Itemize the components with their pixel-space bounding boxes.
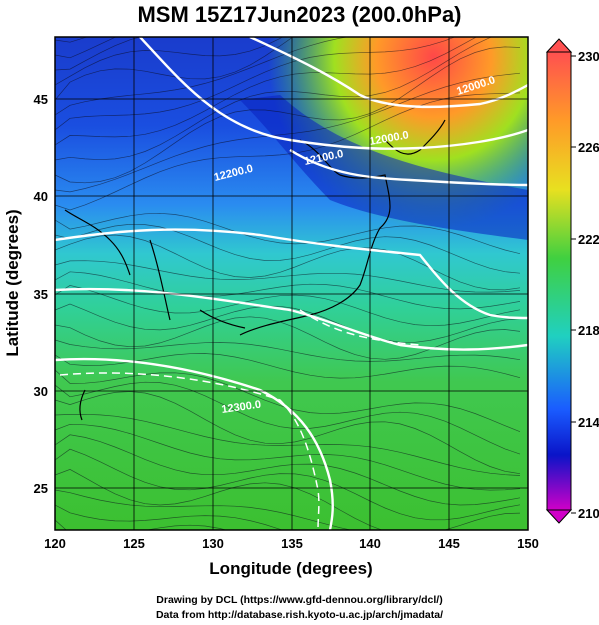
colorbar-tick-label: 230 <box>578 49 599 64</box>
wind-streamlines <box>55 37 521 530</box>
footer-credit-line: Drawing by DCL (https://www.gfd-dennou.o… <box>156 594 443 606</box>
plot-frame <box>54 36 529 531</box>
x-tick-label: 145 <box>438 536 460 551</box>
footer-source-line: Data from http://database.rish.kyoto-u.a… <box>155 609 444 621</box>
y-axis-title: Latitude (degrees) <box>3 209 22 356</box>
x-tick-label: 130 <box>202 536 224 551</box>
y-tick-label: 25 <box>34 481 48 496</box>
streamline <box>55 37 284 86</box>
x-tick-label: 150 <box>517 536 539 551</box>
streamline <box>55 316 521 360</box>
y-tick-labels: 25 30 35 40 45 <box>34 92 48 496</box>
streamline <box>55 37 478 146</box>
x-tick-label: 120 <box>44 536 66 551</box>
colorbar-tick-label: 210 <box>578 506 599 521</box>
map-plot-area: 12200.0 12100.0 12000.0 12000.0 12300.0 <box>55 37 528 530</box>
streamline <box>55 212 521 255</box>
streamline <box>55 339 521 362</box>
streamline <box>55 37 493 161</box>
streamline <box>55 37 294 101</box>
height-contours <box>55 37 528 530</box>
y-tick-label: 45 <box>34 92 48 107</box>
x-tick-labels: 120 125 130 135 140 145 150 <box>44 536 539 551</box>
streamline <box>55 434 521 506</box>
y-tick-label: 30 <box>34 384 48 399</box>
streamline <box>55 469 521 530</box>
streamline <box>55 413 521 476</box>
streamline <box>55 234 521 291</box>
y-tick-label: 40 <box>34 189 48 204</box>
streamline <box>55 271 521 310</box>
x-tick-label: 140 <box>359 536 381 551</box>
contour-label: 12300.0 <box>221 399 262 416</box>
streamline <box>55 285 521 327</box>
secondary-contours <box>59 309 421 530</box>
streamline <box>55 223 521 274</box>
streamline <box>55 37 456 131</box>
gridlines <box>55 37 528 530</box>
colorbar-tick-label: 226 <box>578 140 599 155</box>
y-tick-label: 35 <box>34 287 48 302</box>
streamline <box>55 260 521 293</box>
streamline <box>55 46 521 184</box>
colorbar-tick-label: 222 <box>578 232 599 247</box>
x-tick-label: 135 <box>281 536 303 551</box>
streamline <box>55 489 353 530</box>
streamline <box>55 37 88 43</box>
streamline <box>55 303 521 343</box>
streamline <box>55 391 521 475</box>
colorbar-tick-label: 218 <box>578 323 599 338</box>
streamline <box>55 423 521 491</box>
streamline <box>55 448 521 521</box>
colorbar-tick-label: 214 <box>578 415 599 430</box>
streamline <box>55 72 521 193</box>
x-tick-label: 125 <box>123 536 145 551</box>
streamline <box>55 504 284 530</box>
page-title: MSM 15Z17Jun2023 (200.0hPa) <box>137 2 462 27</box>
streamline <box>55 37 142 71</box>
streamline <box>55 381 521 455</box>
x-axis-title: Longitude (degrees) <box>209 559 372 578</box>
colorbar: 230 226 222 218 214 210 <box>545 38 599 524</box>
